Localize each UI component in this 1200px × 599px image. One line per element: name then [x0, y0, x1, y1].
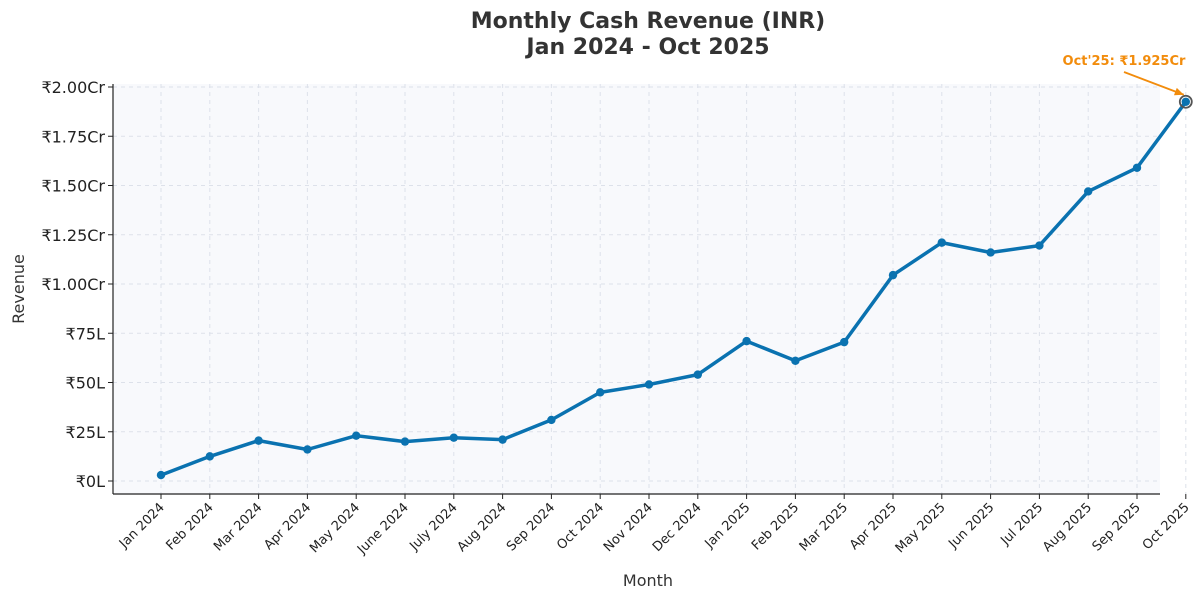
data-point: [888, 270, 898, 280]
data-point: [644, 380, 654, 389]
data-point: [156, 470, 166, 480]
annotation-arrow: [1123, 71, 1185, 96]
data-point: [400, 437, 410, 446]
x-axis-label: Month: [623, 571, 673, 590]
x-tick-label: Nov 2024: [601, 500, 656, 555]
x-tick-label: Mar 2025: [797, 500, 851, 554]
x-tick-label: Aug 2024: [455, 500, 510, 555]
y-ticks: ₹0L ₹25L ₹50L ₹75L ₹1.00Cr ₹1.25Cr ₹1.50Cr ₹1.7…: [41, 78, 113, 491]
y-tick-label: ₹0L: [76, 472, 105, 491]
data-point: [937, 238, 946, 247]
data-point: [205, 452, 214, 461]
data-point: [1181, 97, 1191, 106]
data-point: [742, 336, 751, 346]
annotation: Oct'25: ₹1.925Cr: [1063, 54, 1193, 109]
data-point: [1035, 241, 1044, 250]
series-line-revenue: [159, 100, 1188, 477]
data-point: [254, 436, 263, 445]
x-tick-label: June 2024: [354, 500, 412, 558]
data-point: [693, 370, 702, 379]
data-point: [449, 433, 458, 442]
x-tick-label: Dec 2024: [650, 500, 705, 555]
x-tick-label: Jul 2025: [998, 500, 1047, 549]
y-tick-label: ₹1.00Cr: [41, 275, 105, 294]
y-tick-label: ₹25L: [66, 423, 106, 442]
y-tick-label: ₹50L: [66, 374, 106, 393]
data-point: [791, 356, 800, 366]
data-point: [1084, 187, 1093, 196]
x-tick-label: Feb 2024: [163, 500, 216, 553]
x-tick-label: May 2025: [893, 500, 949, 556]
x-tick-label: Mar 2024: [211, 500, 265, 554]
x-tick-label: July 2024: [406, 500, 460, 554]
y-axis-label: Revenue: [9, 254, 28, 324]
x-tick-label: Jan 2024: [116, 500, 168, 552]
data-point: [352, 431, 361, 440]
y-tick-label: ₹1.75Cr: [41, 127, 105, 146]
x-tick-label: Aug 2025: [1040, 500, 1095, 555]
data-points: [156, 97, 1191, 480]
data-point: [303, 445, 312, 454]
x-tick-label: May 2024: [307, 500, 363, 556]
data-point: [596, 388, 605, 397]
data-point: [986, 248, 995, 257]
x-tick-label: Feb 2025: [749, 500, 802, 553]
data-point: [840, 337, 849, 347]
plot-area: [113, 84, 1160, 494]
x-tick-label: Sep 2025: [1090, 500, 1144, 554]
data-point: [498, 435, 507, 444]
chart-title: Monthly Cash Revenue (INR): [471, 9, 825, 34]
x-tick-label: Sep 2024: [504, 500, 558, 554]
x-tick-label: Oct 2025: [1140, 500, 1193, 553]
y-tick-label: ₹1.25Cr: [41, 226, 105, 245]
y-tick-label: ₹2.00Cr: [41, 78, 105, 97]
x-tick-label: Jan 2025: [702, 500, 754, 552]
chart-subtitle: Jan 2024 - Oct 2025: [524, 35, 769, 60]
grid-lines: [113, 84, 1187, 494]
x-tick-label: Oct 2024: [554, 500, 607, 553]
y-tick-label: ₹1.50Cr: [41, 177, 105, 196]
y-tick-label: ₹75L: [66, 324, 106, 343]
annotation-label: Oct'25: ₹1.925Cr: [1063, 54, 1186, 69]
x-tick-label: Jun 2025: [945, 500, 997, 552]
data-point: [1132, 163, 1142, 172]
annotation-arrowhead: [1173, 87, 1184, 96]
data-point: [547, 415, 556, 425]
annotation-marker: [1178, 94, 1193, 109]
